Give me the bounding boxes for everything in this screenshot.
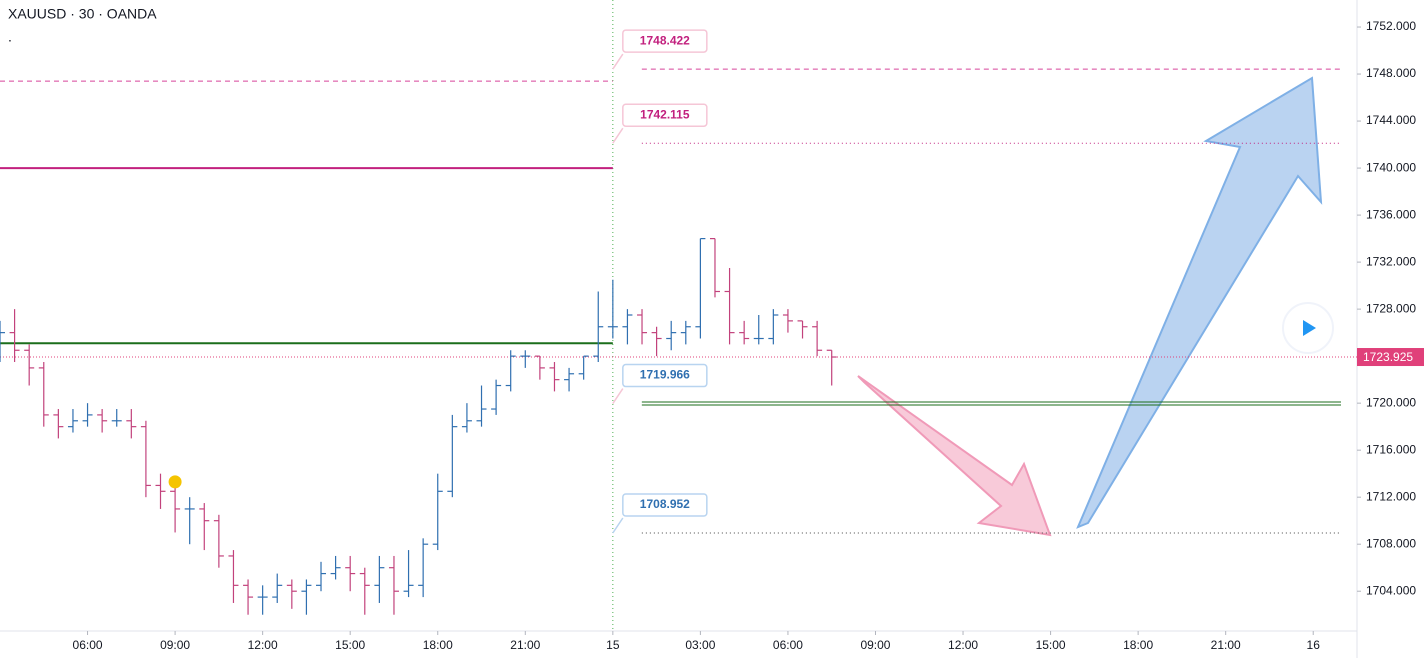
x-tick-label: 15:00 (1036, 638, 1066, 652)
y-tick-label: 1716.000 (1366, 442, 1416, 456)
play-icon[interactable] (1303, 320, 1316, 336)
x-tick-label: 21:00 (1211, 638, 1241, 652)
callout-label: 1748.422 (640, 33, 690, 47)
event-marker (168, 475, 182, 489)
callout-box (622, 29, 708, 53)
callout-leader (612, 53, 624, 70)
last-price-label: 1723.925 (1363, 350, 1413, 364)
y-tick-label: 1752.000 (1366, 19, 1416, 33)
y-tick-label: 1708.000 (1366, 536, 1416, 550)
x-tick-label: 15 (606, 638, 620, 652)
y-tick-label: 1744.000 (1366, 113, 1416, 127)
callout-leader (612, 127, 624, 144)
x-tick-label: 15:00 (335, 638, 365, 652)
callout-leader (612, 517, 624, 534)
y-tick-label: 1704.000 (1366, 583, 1416, 597)
y-tick-label: 1732.000 (1366, 254, 1416, 268)
x-tick-label: 09:00 (160, 638, 190, 652)
y-tick-label: 1740.000 (1366, 160, 1416, 174)
y-tick-label: 1728.000 (1366, 301, 1416, 315)
y-tick-label: 1712.000 (1366, 489, 1416, 503)
chart-subtitle: . (8, 29, 12, 45)
x-tick-label: 21:00 (510, 638, 540, 652)
callout-label: 1719.966 (640, 368, 690, 382)
x-tick-label: 18:00 (423, 638, 453, 652)
x-tick-label: 06:00 (73, 638, 103, 652)
down-arrow (857, 375, 1052, 537)
x-tick-label: 12:00 (948, 638, 978, 652)
x-tick-label: 09:00 (860, 638, 890, 652)
callout-box (622, 103, 708, 127)
y-tick-label: 1720.000 (1366, 395, 1416, 409)
x-tick-label: 16 (1307, 638, 1321, 652)
y-tick-label: 1736.000 (1366, 207, 1416, 221)
x-tick-label: 03:00 (685, 638, 715, 652)
up-arrow (1076, 76, 1323, 529)
y-tick-label: 1748.000 (1366, 66, 1416, 80)
x-tick-label: 06:00 (773, 638, 803, 652)
last-price-tag (1357, 348, 1424, 367)
chart-title: XAUUSD · 30 · OANDA (8, 6, 157, 22)
callout-label: 1708.952 (640, 497, 690, 511)
x-tick-label: 12:00 (248, 638, 278, 652)
callout-box (622, 493, 708, 517)
callout-leader (612, 388, 624, 404)
callout-box (622, 363, 708, 388)
callout-label: 1742.115 (640, 107, 690, 121)
x-tick-label: 18:00 (1123, 638, 1153, 652)
